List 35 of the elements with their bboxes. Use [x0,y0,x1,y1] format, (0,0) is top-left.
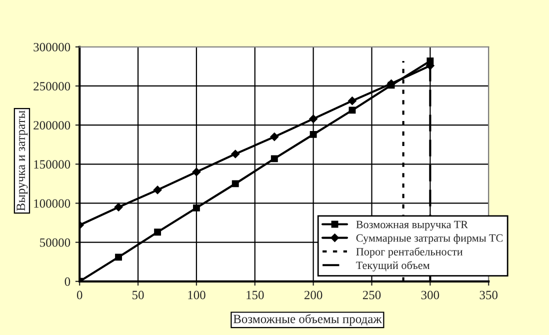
y-tick-label: 150000 [34,160,70,169]
x-tick-label: 0 [76,290,82,300]
y-tick-label: 100000 [34,199,70,208]
x-tick-label: 150 [246,290,264,300]
legend-label: Текущий объем [356,261,430,272]
point [154,228,162,236]
legend-label: Порог рентабельности [356,247,463,258]
y-tick-label: 200000 [34,121,70,130]
point [270,155,278,162]
x-tick-label: 50 [132,290,144,300]
point [232,180,239,188]
point [192,168,201,176]
y-axis-title: Выручка и затраты [16,110,28,211]
y-tick-label: 300000 [34,42,70,52]
x-tick-label: 100 [188,290,206,300]
legend-label: Суммарные затраты фирмы TC [356,234,503,244]
point [114,203,123,212]
y-tick-label: 50000 [40,238,70,247]
point [348,106,356,114]
legend-label: Возможная выручка TR [356,220,468,231]
point [270,132,279,141]
point [310,130,317,138]
point [153,186,162,194]
x-tick-label: 300 [421,290,440,300]
point [309,114,318,123]
point [231,150,240,158]
x-tick-label: 200 [304,290,322,300]
x-tick-label: 250 [362,290,381,300]
point [348,96,356,105]
point [192,204,200,212]
y-tick-label: 250000 [34,82,70,90]
point [115,254,122,261]
y-tick-label: 0 [64,277,70,286]
x-axis-title: Возможные объемы продаж [233,314,382,326]
x-tick-label: 350 [480,290,498,300]
